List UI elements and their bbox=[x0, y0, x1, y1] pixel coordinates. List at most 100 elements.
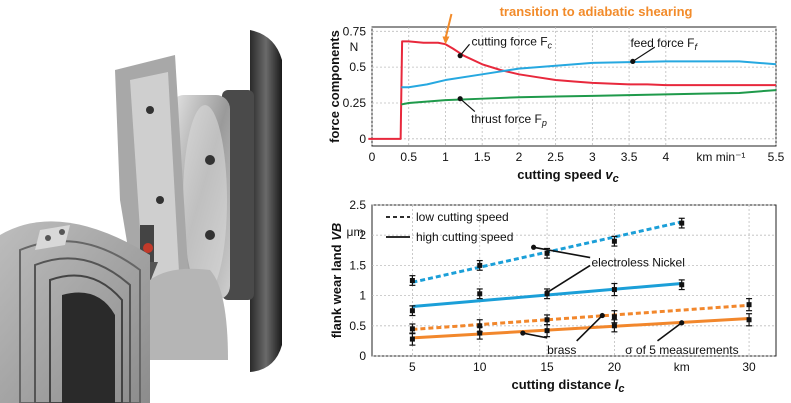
y-tick-label: 0.5 bbox=[349, 60, 366, 74]
force-x-label: cutting speed vc bbox=[517, 167, 618, 185]
data-point bbox=[544, 328, 550, 334]
title-arrow-head bbox=[442, 36, 450, 45]
data-point bbox=[477, 330, 483, 336]
nickel-upper-dot bbox=[531, 244, 537, 250]
cutting-force-line bbox=[368, 40, 776, 140]
data-point bbox=[746, 302, 752, 308]
x-tick-label: 2.5 bbox=[547, 150, 564, 164]
brass-lower-dot bbox=[520, 330, 526, 336]
data-point bbox=[611, 238, 617, 244]
spindle bbox=[250, 30, 282, 372]
cutting-force-dot bbox=[457, 53, 463, 59]
y-tick-label: 1.5 bbox=[349, 258, 366, 272]
data-point bbox=[611, 287, 617, 293]
x-tick-label: 15 bbox=[540, 360, 554, 374]
wear-plot-frame bbox=[371, 204, 777, 357]
workpiece-right bbox=[150, 268, 228, 360]
force-y-label: force components bbox=[327, 30, 342, 143]
force-series bbox=[368, 40, 777, 140]
x-tick-label: 0 bbox=[369, 150, 376, 164]
wear-y-unit: μm bbox=[347, 225, 364, 239]
machine-tool-photo bbox=[0, 0, 362, 403]
brass-upper-dot bbox=[599, 312, 605, 319]
x-tick-label: 5 bbox=[409, 360, 416, 374]
feed-force-line bbox=[401, 60, 777, 89]
data-point bbox=[409, 326, 415, 332]
sigma-label: σ of 5 measurements bbox=[625, 343, 738, 357]
cutting-force-label: cutting force Fc bbox=[472, 34, 553, 50]
wear-y-label: flank wear land VB bbox=[329, 223, 344, 339]
thrust-force-leader bbox=[459, 98, 476, 113]
wear-grid bbox=[372, 204, 776, 357]
legend-label: low cutting speed bbox=[416, 210, 509, 224]
x-tick-label: 10 bbox=[473, 360, 487, 374]
nickel-lower-dot bbox=[544, 289, 550, 296]
force-chart: 0 0.5 1 1.5 2 2.5 3 3.5 4 5.5 0 0.25 0.5 0.75 N km mi… bbox=[327, 4, 785, 185]
nickel-upper-leader bbox=[533, 246, 591, 259]
data-point bbox=[409, 308, 415, 314]
data-point bbox=[679, 220, 685, 226]
x-tick-label: 0.5 bbox=[400, 150, 417, 164]
data-point bbox=[477, 323, 483, 329]
data-point bbox=[544, 317, 550, 323]
brass-fit-line bbox=[412, 303, 750, 331]
force-ticks: 0 0.5 1 1.5 2 2.5 3 3.5 4 5.5 0 0.25 0.5 0.75 bbox=[343, 24, 785, 164]
x-tick-label: 1.5 bbox=[474, 150, 491, 164]
data-point bbox=[409, 278, 415, 283]
thrust-force-dot bbox=[457, 96, 463, 102]
cutting-force-label-sub: c bbox=[548, 40, 553, 50]
wear-legend: low cutting speed high cutting speed bbox=[386, 210, 513, 244]
y-tick-label: 2.5 bbox=[349, 198, 366, 212]
wear-chart: 0 0.5 1 1.5 2 2.5 5 10 15 20 30 μm km flank wear l… bbox=[329, 198, 777, 395]
x-tick-label: 30 bbox=[742, 360, 756, 374]
title-arrow bbox=[442, 13, 453, 45]
legend-label: high cutting speed bbox=[416, 230, 513, 244]
wear-annotations: electroless Nickel brass σ of 5 measuremen… bbox=[520, 244, 739, 357]
data-point bbox=[477, 262, 483, 268]
x-tick-label: 1 bbox=[442, 150, 449, 164]
force-annotations: cutting force Fc feed force Ff thrust forc… bbox=[457, 34, 699, 128]
nickel-label: electroless Nickel bbox=[592, 255, 685, 269]
force-plot-frame bbox=[371, 26, 777, 147]
wear-x-unit: km bbox=[674, 360, 690, 374]
feed-force-label-sub: f bbox=[695, 42, 699, 52]
x-tick-label: 2 bbox=[516, 150, 523, 164]
force-title: transition to adiabatic shearing bbox=[500, 4, 693, 19]
thrust-force-label: thrust force Fp bbox=[471, 112, 547, 128]
y-tick-label: 1 bbox=[359, 289, 366, 303]
y-label-symbol: VB bbox=[329, 223, 344, 241]
x-label-symbol: v bbox=[605, 167, 613, 182]
wear-ticks: 0 0.5 1 1.5 2 2.5 5 10 15 20 30 bbox=[349, 198, 756, 374]
y-tick-label: 0.75 bbox=[343, 24, 367, 38]
data-point bbox=[746, 317, 752, 323]
data-point bbox=[544, 250, 550, 256]
y-tick-label: 0.5 bbox=[349, 319, 366, 333]
brass-lower-leader bbox=[522, 332, 548, 339]
y-tick-label: 0.25 bbox=[343, 96, 367, 110]
force-grid bbox=[371, 27, 777, 146]
data-point bbox=[477, 291, 483, 297]
x-tick-label: 5.5 bbox=[768, 150, 785, 164]
thrust-force-line bbox=[401, 89, 777, 106]
force-x-unit: km min⁻¹ bbox=[696, 150, 745, 164]
y-tick-label: 0 bbox=[359, 349, 366, 363]
force-y-unit: N bbox=[350, 40, 359, 54]
nickel-lower-leader bbox=[546, 264, 591, 294]
wear-x-label: cutting distance lc bbox=[511, 377, 624, 395]
x-tick-label: 3.5 bbox=[621, 150, 638, 164]
x-tick-label: 4 bbox=[662, 150, 669, 164]
thrust-force-label-sub: p bbox=[541, 118, 547, 128]
data-point bbox=[611, 323, 617, 329]
brass-upper-leader bbox=[576, 314, 603, 342]
x-tick-label: 3 bbox=[589, 150, 596, 164]
y-tick-label: 2 bbox=[359, 228, 366, 242]
title-arrow-line bbox=[444, 13, 453, 39]
brass-fit-line bbox=[412, 317, 750, 340]
feed-force-dot bbox=[630, 58, 636, 65]
data-point bbox=[611, 314, 617, 320]
data-point bbox=[409, 336, 415, 342]
data-point bbox=[679, 282, 685, 288]
feed-force-label: feed force Ff bbox=[630, 36, 698, 52]
sigma-dot bbox=[679, 320, 685, 326]
